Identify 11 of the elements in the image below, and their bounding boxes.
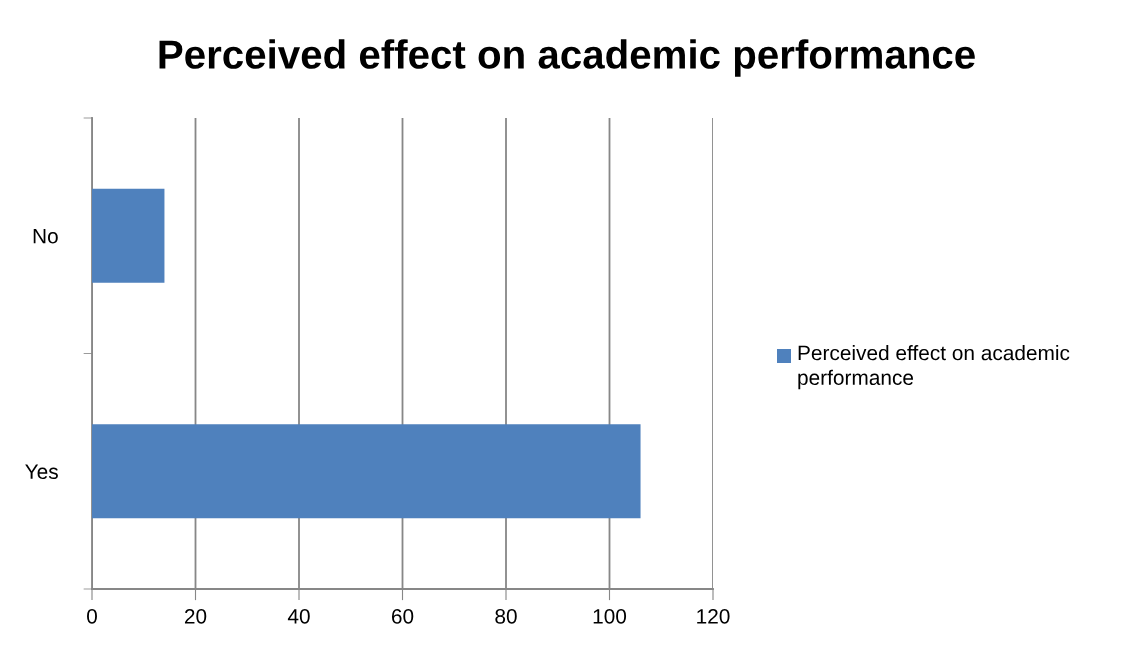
x-tick-label: 0: [87, 608, 97, 624]
x-tick-label: 20: [184, 608, 207, 624]
x-tick-label: 80: [495, 608, 517, 624]
y-tick-label: Yes: [25, 464, 58, 479]
x-tick-label: 40: [287, 608, 310, 624]
x-tick-label: 100: [593, 608, 627, 624]
y-tick-label: No: [33, 228, 58, 244]
x-tick-label: 60: [391, 608, 414, 624]
legend-label: Perceived effect on academic performance: [798, 345, 1070, 390]
chart-title: Perceived effect on academic performance: [159, 39, 975, 77]
x-tick-label: 120: [697, 608, 730, 624]
